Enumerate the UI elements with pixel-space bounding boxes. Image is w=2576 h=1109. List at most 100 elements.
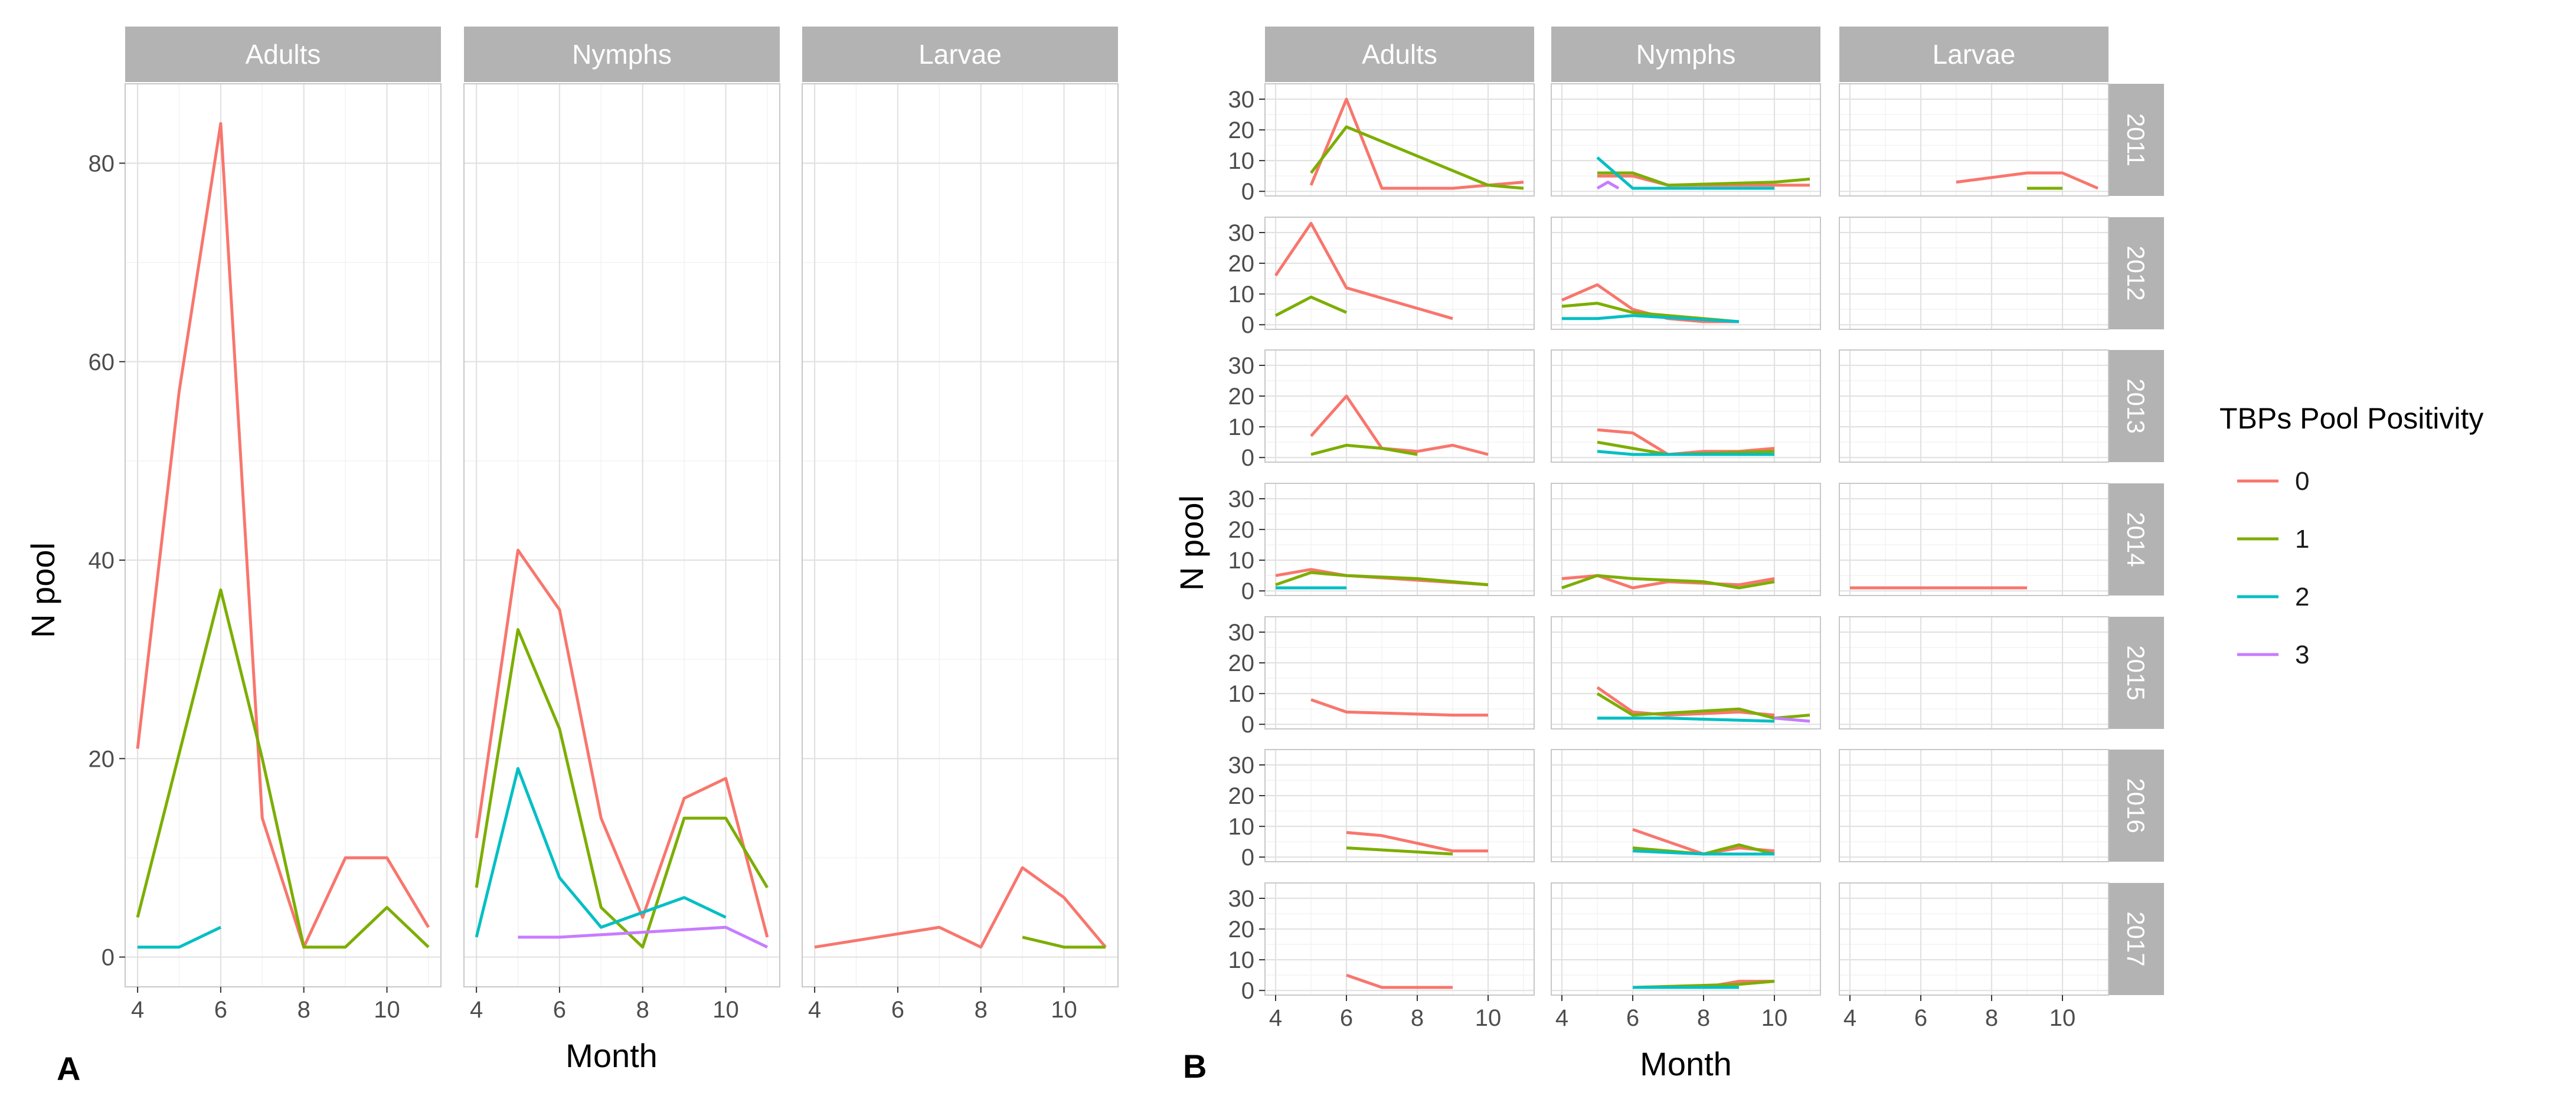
x-tick-label: 10 [712, 997, 739, 1023]
y-tick-label: 20 [1228, 650, 1255, 676]
series-line-positivity-0 [814, 866, 1107, 949]
panel-background [1551, 217, 1820, 329]
series-line-positivity-3 [518, 925, 768, 948]
panel-border [463, 83, 780, 987]
x-tick-label: 6 [214, 997, 227, 1023]
series-line-positivity-3 [1596, 181, 1620, 190]
column-strip-adults [1265, 27, 1534, 82]
y-tick-label: 0 [1241, 578, 1254, 604]
series-line-positivity-0 [1346, 831, 1488, 853]
legend-title: TBPs Pool Positivity [2219, 402, 2483, 435]
x-tick-label: 4 [1843, 1005, 1856, 1031]
x-tick-label: 6 [553, 997, 566, 1023]
panel-border [1551, 349, 1821, 463]
facet-panel-b-2012-larvae [1839, 217, 2109, 330]
panel-background [1839, 750, 2108, 862]
panel-border [1551, 749, 1821, 862]
y-tick-label: 30 [1228, 886, 1255, 912]
legend-label-2: 2 [2295, 583, 2309, 611]
x-tick-label: 4 [808, 997, 821, 1023]
facet-panel-a-larvae: 4 6 8 10 [802, 83, 1119, 1023]
panel-border [1839, 83, 2109, 197]
facet-strip-label: Nymphs [572, 39, 672, 70]
series-line-positivity-0 [1275, 568, 1489, 587]
x-tick-label: 4 [1555, 1005, 1568, 1031]
facet-strip [802, 27, 1118, 82]
panel-background [125, 84, 441, 987]
column-strip-label: Adults [1362, 39, 1437, 70]
row-strip-2016 [2108, 750, 2164, 862]
panel-background [1551, 617, 1820, 729]
row-strip-label: 2013 [2122, 378, 2150, 433]
x-tick-label: 4 [131, 997, 144, 1023]
series-line-positivity-1 [136, 588, 430, 949]
facet-strip-label: Adults [246, 39, 321, 70]
x-tick-label: 6 [1914, 1005, 1927, 1031]
x-tick-label: 10 [1475, 1005, 1502, 1031]
facet-panel-b-2014-larvae [1839, 483, 2109, 596]
series-line-positivity-1 [1597, 440, 1775, 456]
series-line-positivity-0 [1274, 221, 1453, 320]
panel-border [1551, 616, 1821, 729]
series-line-positivity-2 [475, 767, 727, 938]
panel-border [1839, 882, 2109, 996]
panel-background [1839, 617, 2108, 729]
facet-panel-a-adults: 4 6 8 10 0 20 40 60 80 [89, 83, 442, 1023]
panel-background [1265, 617, 1534, 729]
row-strip-2011 [2108, 84, 2164, 196]
series-line-positivity-2 [1596, 156, 1774, 190]
y-tick-label: 10 [1228, 947, 1255, 973]
y-tick-label: 0 [1241, 845, 1254, 871]
series-line-positivity-0 [1310, 698, 1488, 717]
y-tick-label: 20 [1228, 917, 1255, 943]
facet-panel-b-2016-nymphs [1551, 749, 1821, 862]
facet-strip-label: Larvae [918, 39, 1002, 70]
panel-border [1839, 349, 2109, 463]
y-tick-label: 80 [89, 151, 115, 177]
y-tick-label: 0 [1241, 712, 1254, 738]
facet-panel-b-2015-adults: 0 10 20 30 [1228, 616, 1535, 738]
panel-border [1264, 83, 1535, 197]
y-tick-label: 20 [1228, 384, 1255, 410]
series-line-positivity-1 [1596, 692, 1810, 720]
y-tick-label: 20 [1228, 517, 1255, 543]
y-tick-label: 10 [1228, 148, 1255, 174]
y-tick-label: 30 [1228, 753, 1255, 778]
column-strip-label: Nymphs [1636, 39, 1736, 70]
row-strip-label: 2017 [2122, 911, 2150, 966]
x-tick-label: 4 [470, 997, 483, 1023]
row-strip-label: 2015 [2122, 645, 2150, 700]
y-tick-label: 0 [1241, 445, 1254, 471]
legend-label-0: 0 [2295, 467, 2309, 496]
panel-background [1265, 750, 1534, 862]
panel-background [1265, 84, 1534, 196]
series-line-positivity-2 [1597, 450, 1774, 456]
panel-label-b: B [1183, 1048, 1207, 1085]
panel-border [1551, 483, 1821, 596]
x-tick-label: 6 [1626, 1005, 1639, 1031]
y-tick-label: 10 [1228, 681, 1255, 707]
series-line-positivity-1 [1346, 846, 1453, 856]
series-line-positivity-1 [1022, 935, 1106, 949]
column-strip-nymphs [1551, 27, 1820, 82]
x-tick-label: 8 [636, 997, 649, 1023]
facet-strip [125, 27, 441, 82]
series-line-positivity-0 [1310, 394, 1489, 456]
x-tick-label: 8 [298, 997, 310, 1023]
panel-background [1265, 350, 1534, 462]
facet-panel-b-2017-adults: 4 6 8 10 0 10 20 30 [1228, 882, 1535, 1031]
facet-panel-b-2017-larvae: 4 6 8 10 [1839, 882, 2109, 1031]
row-strip-label: 2016 [2122, 778, 2150, 833]
facet-panel-b-2013-adults: 0 10 20 30 [1228, 349, 1535, 471]
series-line-positivity-2 [1632, 849, 1774, 856]
row-strip-label: 2011 [2122, 113, 2150, 166]
legend-label-3: 3 [2295, 640, 2309, 669]
facet-panel-b-2014-adults: 0 10 20 30 [1228, 483, 1535, 604]
row-strip-2012 [2108, 217, 2164, 329]
panel-background [1265, 883, 1534, 995]
y-tick-label: 10 [1228, 414, 1255, 440]
facet-panel-b-2016-adults: 0 10 20 30 [1228, 749, 1535, 871]
panel-border [1551, 217, 1821, 330]
x-tick-label: 10 [2049, 1005, 2076, 1031]
